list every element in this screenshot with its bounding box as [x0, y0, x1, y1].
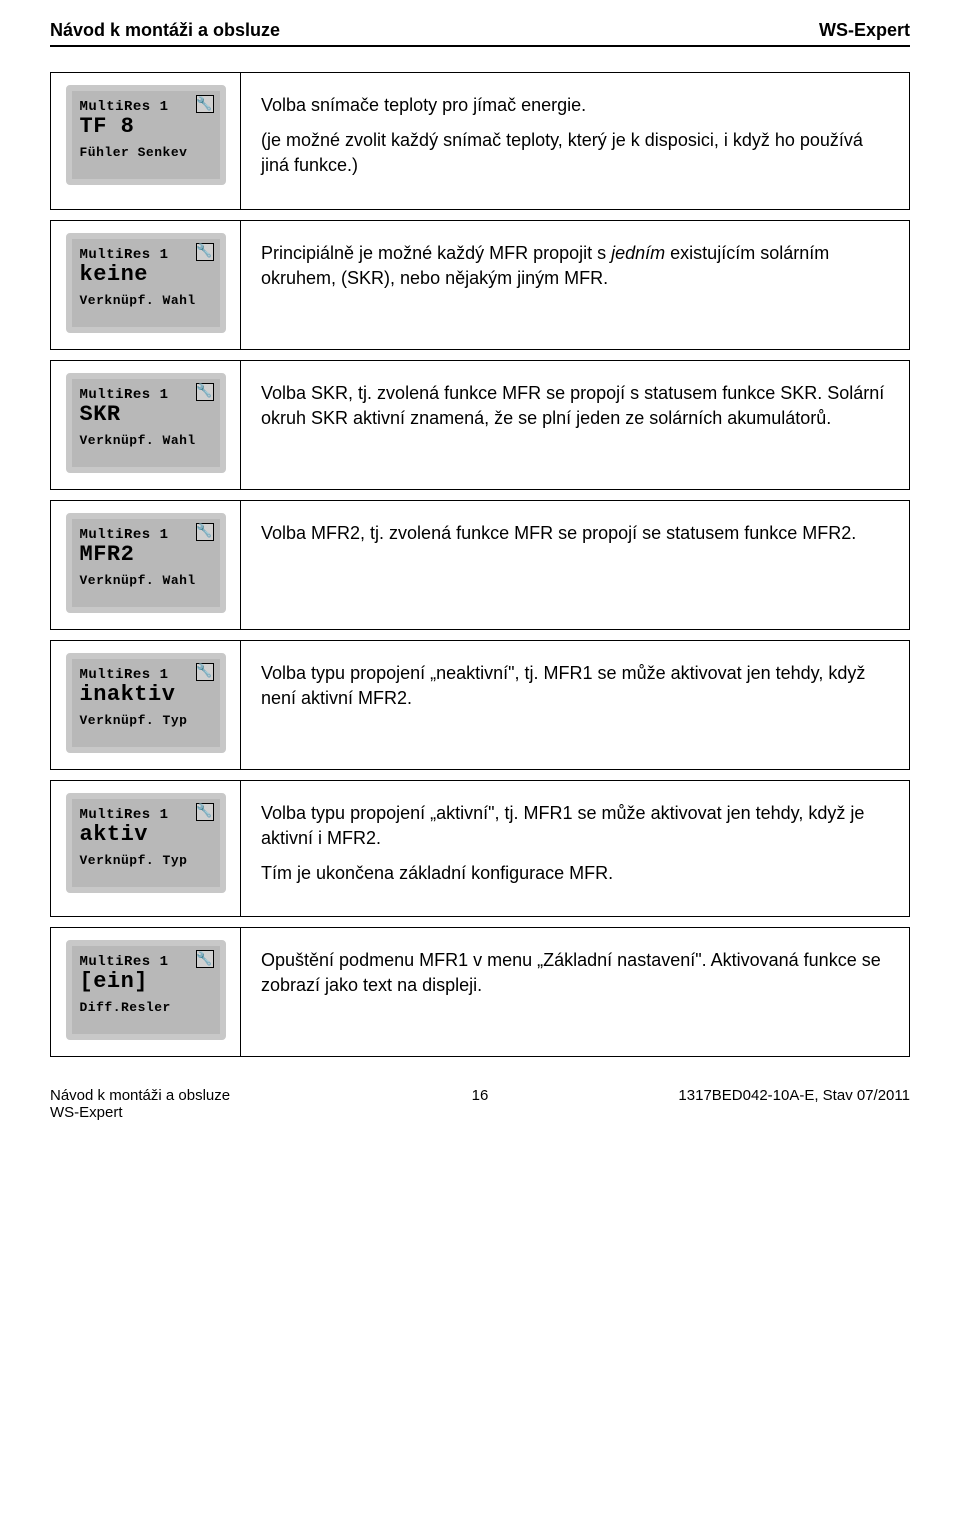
header-left: Návod k montáži a obsluze — [50, 20, 280, 41]
lcd-line2: aktiv — [80, 823, 212, 847]
instruction-row: 🔧 MultiRes 1 [ein] Diff.Resler Opuštění … — [50, 927, 910, 1057]
description-text: Volba typu propojení „neaktivní", tj. MF… — [261, 661, 889, 711]
page-number: 16 — [338, 1087, 622, 1121]
footer-text: WS-Expert — [50, 1104, 123, 1121]
description-text: (je možné zvolit každý snímač teploty, k… — [261, 128, 889, 178]
lcd-cell: 🔧 MultiRes 1 aktiv Verknüpf. Typ — [51, 781, 241, 917]
lcd-line2: inaktiv — [80, 683, 212, 707]
lcd-screen: 🔧 MultiRes 1 inaktiv Verknüpf. Typ — [66, 653, 226, 753]
instruction-row: 🔧 MultiRes 1 SKR Verknüpf. Wahl Volba SK… — [50, 360, 910, 490]
lcd-line1: MultiRes 1 — [80, 527, 212, 543]
wrench-icon: 🔧 — [196, 243, 214, 261]
lcd-screen: 🔧 MultiRes 1 MFR2 Verknüpf. Wahl — [66, 513, 226, 613]
lcd-line1: MultiRes 1 — [80, 387, 212, 403]
header-right: WS-Expert — [819, 20, 910, 41]
instruction-row: 🔧 MultiRes 1 aktiv Verknüpf. Typ Volba t… — [50, 780, 910, 918]
text-italic: jedním — [611, 243, 665, 263]
wrench-icon: 🔧 — [196, 950, 214, 968]
lcd-screen: 🔧 MultiRes 1 [ein] Diff.Resler — [66, 940, 226, 1040]
description-text: Tím je ukončena základní konfigurace MFR… — [261, 861, 889, 886]
description-text: Opuštění podmenu MFR1 v menu „Základní n… — [261, 948, 889, 998]
lcd-line2: TF 8 — [80, 115, 212, 139]
description-cell: Opuštění podmenu MFR1 v menu „Základní n… — [241, 928, 909, 1056]
lcd-line2: MFR2 — [80, 543, 212, 567]
description-cell: Volba typu propojení „neaktivní", tj. MF… — [241, 641, 909, 769]
description-cell: Volba SKR, tj. zvolená funkce MFR se pro… — [241, 361, 909, 489]
footer-text: Návod k montáži a obsluze — [50, 1087, 230, 1104]
lcd-line3: Verknüpf. Typ — [80, 853, 212, 868]
wrench-icon: 🔧 — [196, 523, 214, 541]
lcd-line1: MultiRes 1 — [80, 99, 212, 115]
lcd-screen: 🔧 MultiRes 1 TF 8 Fühler Senkev — [66, 85, 226, 185]
description-text: Volba typu propojení „aktivní", tj. MFR1… — [261, 801, 889, 851]
lcd-line2: keine — [80, 263, 212, 287]
description-text: Volba snímače teploty pro jímač energie. — [261, 93, 889, 118]
instruction-row: 🔧 MultiRes 1 TF 8 Fühler Senkev Volba sn… — [50, 72, 910, 210]
wrench-icon: 🔧 — [196, 95, 214, 113]
lcd-cell: 🔧 MultiRes 1 TF 8 Fühler Senkev — [51, 73, 241, 209]
description-cell: Principiálně je možné každý MFR propojit… — [241, 221, 909, 349]
lcd-line3: Verknüpf. Wahl — [80, 573, 212, 588]
wrench-icon: 🔧 — [196, 663, 214, 681]
lcd-line1: MultiRes 1 — [80, 807, 212, 823]
instruction-row: 🔧 MultiRes 1 keine Verknüpf. Wahl Princi… — [50, 220, 910, 350]
lcd-screen: 🔧 MultiRes 1 aktiv Verknüpf. Typ — [66, 793, 226, 893]
lcd-cell: 🔧 MultiRes 1 keine Verknüpf. Wahl — [51, 221, 241, 349]
lcd-screen: 🔧 MultiRes 1 SKR Verknüpf. Wahl — [66, 373, 226, 473]
lcd-line1: MultiRes 1 — [80, 667, 212, 683]
description-text: Volba MFR2, tj. zvolená funkce MFR se pr… — [261, 521, 889, 546]
lcd-line1: MultiRes 1 — [80, 954, 212, 970]
footer-right: 1317BED042-10A-E, Stav 07/2011 — [626, 1087, 910, 1121]
text-span: Principiálně je možné každý MFR propojit… — [261, 243, 611, 263]
instruction-row: 🔧 MultiRes 1 inaktiv Verknüpf. Typ Volba… — [50, 640, 910, 770]
description-cell: Volba typu propojení „aktivní", tj. MFR1… — [241, 781, 909, 917]
lcd-line3: Verknüpf. Wahl — [80, 433, 212, 448]
lcd-screen: 🔧 MultiRes 1 keine Verknüpf. Wahl — [66, 233, 226, 333]
lcd-cell: 🔧 MultiRes 1 inaktiv Verknüpf. Typ — [51, 641, 241, 769]
page-header: Návod k montáži a obsluze WS-Expert — [50, 20, 910, 47]
lcd-cell: 🔧 MultiRes 1 SKR Verknüpf. Wahl — [51, 361, 241, 489]
lcd-line3: Verknüpf. Wahl — [80, 293, 212, 308]
description-cell: Volba snímače teploty pro jímač energie.… — [241, 73, 909, 209]
wrench-icon: 🔧 — [196, 803, 214, 821]
page-footer: Návod k montáži a obsluze WS-Expert 16 1… — [50, 1087, 910, 1121]
lcd-cell: 🔧 MultiRes 1 MFR2 Verknüpf. Wahl — [51, 501, 241, 629]
lcd-line3: Fühler Senkev — [80, 145, 212, 160]
lcd-line1: MultiRes 1 — [80, 247, 212, 263]
description-cell: Volba MFR2, tj. zvolená funkce MFR se pr… — [241, 501, 909, 629]
lcd-line2: SKR — [80, 403, 212, 427]
description-text: Volba SKR, tj. zvolená funkce MFR se pro… — [261, 381, 889, 431]
description-text: Principiálně je možné každý MFR propojit… — [261, 241, 889, 291]
lcd-line3: Diff.Resler — [80, 1000, 212, 1015]
lcd-line2: [ein] — [80, 970, 212, 994]
lcd-cell: 🔧 MultiRes 1 [ein] Diff.Resler — [51, 928, 241, 1056]
wrench-icon: 🔧 — [196, 383, 214, 401]
lcd-line3: Verknüpf. Typ — [80, 713, 212, 728]
instruction-row: 🔧 MultiRes 1 MFR2 Verknüpf. Wahl Volba M… — [50, 500, 910, 630]
footer-left: Návod k montáži a obsluze WS-Expert — [50, 1087, 334, 1121]
